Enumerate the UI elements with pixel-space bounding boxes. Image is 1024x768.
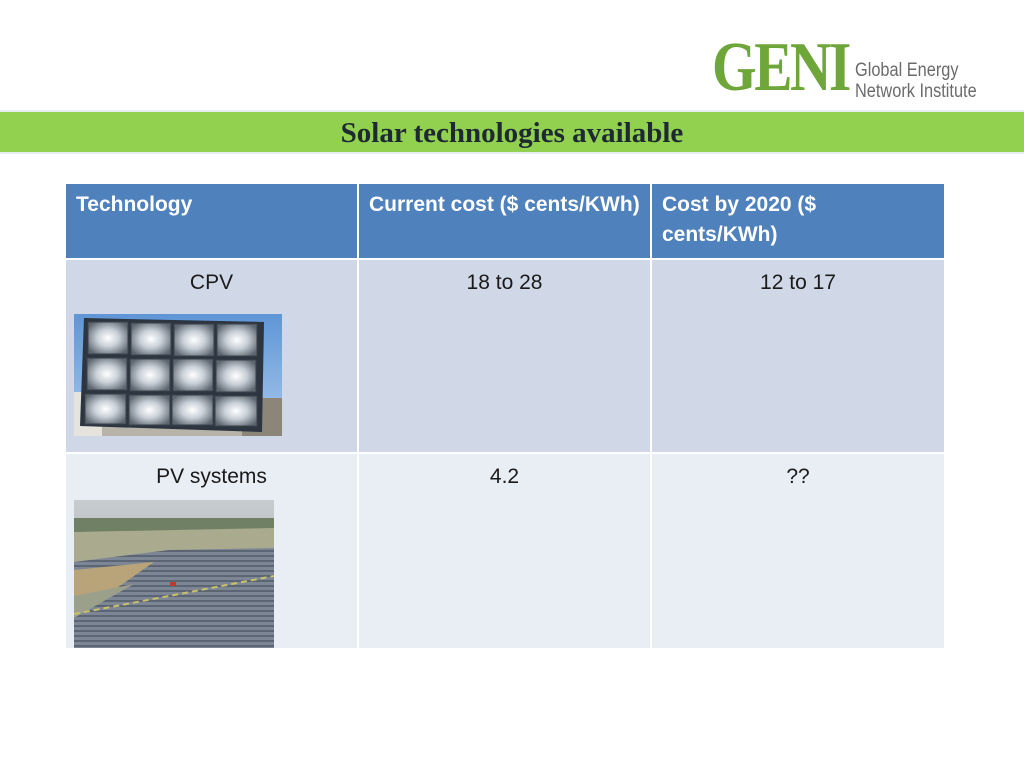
table-row: PV systems (64, 452, 946, 650)
logo-subtitle-line1: Global Energy (855, 60, 959, 81)
cell-current-cost: 4.2 (357, 452, 652, 650)
solar-technology-table: Technology Current cost ($ cents/KWh) Co… (64, 182, 946, 650)
logo-subtitle-line2: Network Institute (855, 81, 977, 102)
technology-name: CPV (189, 271, 234, 294)
cell-technology: CPV (64, 258, 359, 454)
header-current-cost: Current cost ($ cents/KWh) (357, 182, 652, 260)
cell-technology: PV systems (64, 452, 359, 650)
table-row: CPV (64, 258, 946, 454)
cell-cost-2020: 12 to 17 (650, 258, 946, 454)
cell-current-cost: 18 to 28 (357, 258, 652, 454)
technology-name: PV systems (156, 465, 267, 488)
slide-title: Solar technologies available (340, 117, 684, 149)
geni-logo: GENI Global Energy Network Institute (712, 30, 1002, 106)
logo-subtitle: Global Energy Network Institute (855, 60, 977, 102)
logo-mark: GENI (712, 29, 851, 106)
header-cost-2020: Cost by 2020 ($ cents/KWh) (650, 182, 946, 260)
title-band: Solar technologies available (0, 110, 1024, 154)
cell-cost-2020: ?? (650, 452, 946, 650)
pv-field-photo (74, 500, 349, 648)
table-header-row: Technology Current cost ($ cents/KWh) Co… (64, 182, 946, 260)
cpv-panel-photo (74, 314, 349, 436)
header-technology: Technology (64, 182, 359, 260)
